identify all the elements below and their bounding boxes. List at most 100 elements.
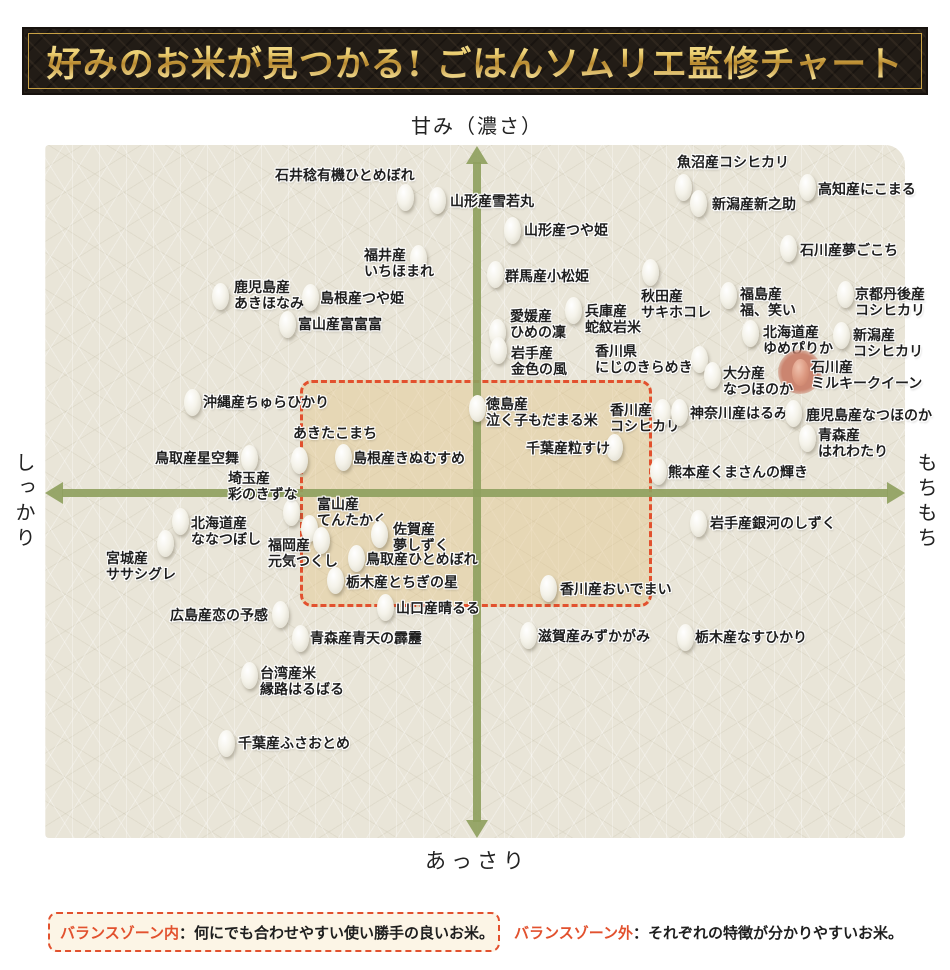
rice-grain-marker bbox=[690, 510, 707, 537]
rice-label: 香川産おいでまい bbox=[560, 581, 672, 597]
rice-label: 台湾産米 縁路はるばる bbox=[260, 665, 344, 697]
rice-label: 大分産 なつほのか bbox=[723, 365, 793, 397]
rice-label: 山形産雪若丸 bbox=[450, 193, 534, 209]
rice-grain-marker bbox=[799, 174, 816, 201]
legend-balance-inside: バランスゾーン内 ：何にでも合わせやすい使い勝手の良いお米。 bbox=[48, 912, 500, 952]
rice-grain-marker bbox=[292, 625, 309, 652]
rice-grain-marker bbox=[675, 174, 692, 201]
rice-label: 熊本産くまさんの輝き bbox=[668, 464, 808, 480]
rice-grain-marker bbox=[279, 311, 296, 338]
rice-grain-marker bbox=[671, 399, 688, 426]
rice-label: 香川産 コシヒカリ bbox=[610, 402, 680, 434]
title-banner: 好みのお米が見つかる! ごはんソムリエ監修チャート bbox=[22, 27, 928, 95]
rice-label: 岩手産 金色の風 bbox=[511, 345, 567, 377]
axis-label-left: しっかり bbox=[12, 452, 36, 552]
rice-grain-marker bbox=[218, 730, 235, 757]
rice-label: 福島産 福、笑い bbox=[740, 286, 796, 318]
axis-label-top: 甘み（濃さ） bbox=[411, 114, 543, 138]
arrow-left-icon bbox=[45, 482, 63, 504]
rice-grain-marker bbox=[241, 662, 258, 689]
rice-grain-marker bbox=[650, 458, 667, 485]
rice-grain-marker bbox=[792, 359, 809, 386]
rice-label: 宮城産 ササシグレ bbox=[106, 550, 176, 582]
rice-label: 青森産青天の霹靂 bbox=[310, 630, 422, 646]
rice-label: 愛媛産 ひめの凜 bbox=[510, 308, 566, 340]
arrow-down-icon bbox=[466, 820, 488, 838]
rice-label: 福井産 いちほまれ bbox=[364, 247, 434, 279]
rice-grain-marker bbox=[780, 235, 797, 262]
rice-label: 千葉産ふさおとめ bbox=[238, 735, 350, 751]
rice-label: 青森産 はれわたり bbox=[818, 427, 888, 459]
rice-label: 島根産きぬむすめ bbox=[353, 450, 465, 466]
rice-grain-marker bbox=[606, 434, 623, 461]
arrow-right-icon bbox=[887, 482, 905, 504]
rice-grain-marker bbox=[283, 499, 300, 526]
rice-grain-marker bbox=[469, 395, 486, 422]
legend-inside-label: バランスゾーン内 bbox=[60, 924, 179, 942]
rice-label: 鹿児島産なつほのか bbox=[806, 407, 932, 423]
rice-grain-marker bbox=[348, 545, 365, 572]
rice-label: 高知産にこまる bbox=[818, 181, 916, 197]
rice-label: 富山産富富富 bbox=[298, 316, 382, 332]
rice-grain-marker bbox=[677, 624, 694, 651]
legend-outside-desc: ：それぞれの特徴が分かりやすいお米。 bbox=[632, 924, 903, 942]
rice-label: 秋田産 サキホコレ bbox=[641, 288, 711, 320]
legend-inside-desc: ：何にでも合わせやすい使い勝手の良いお米。 bbox=[178, 924, 494, 942]
rice-grain-marker bbox=[377, 594, 394, 621]
rice-grain-marker bbox=[704, 362, 721, 389]
rice-grain-marker bbox=[654, 399, 671, 426]
rice-label: 鹿児島産 あきほなみ bbox=[234, 279, 304, 311]
rice-label: 島根産つや姫 bbox=[320, 290, 404, 306]
rice-label: 福岡産 元気つくし bbox=[268, 537, 338, 569]
rice-label: 滋賀産みずかがみ bbox=[538, 628, 650, 644]
rice-label: 富山産 てんたかく bbox=[317, 496, 387, 528]
rice-label: 佐賀産 夢しずく bbox=[393, 521, 449, 553]
rice-grain-marker bbox=[540, 575, 557, 602]
rice-grain-marker bbox=[184, 389, 201, 416]
rice-grain-marker bbox=[785, 400, 802, 427]
rice-label: 徳島産 泣く子もだまる米 bbox=[486, 396, 598, 428]
rice-label: 鳥取産星空舞 bbox=[155, 450, 239, 466]
rice-grain-marker bbox=[291, 447, 308, 474]
rice-label: 石川産夢ごこち bbox=[800, 242, 898, 258]
rice-label: 北海道産 ゆめぴりか bbox=[763, 324, 833, 356]
rice-grain-marker bbox=[742, 320, 759, 347]
rice-label: 新潟産新之助 bbox=[712, 196, 796, 212]
arrow-up-icon bbox=[466, 146, 488, 164]
rice-grain-marker bbox=[302, 284, 319, 311]
rice-grain-marker bbox=[720, 282, 737, 309]
rice-label: 埼玉産 彩のきずな bbox=[228, 470, 298, 502]
rice-label: 神奈川産はるみ bbox=[690, 405, 788, 421]
page-title: 好みのお米が見つかる! ごはんソムリエ監修チャート bbox=[24, 29, 926, 93]
rice-grain-marker bbox=[487, 261, 504, 288]
rice-label: 石川産 ミルキークイーン bbox=[811, 359, 923, 391]
rice-grain-marker bbox=[520, 622, 537, 649]
rice-grain-marker bbox=[397, 184, 414, 211]
rice-label: 群馬産小松姫 bbox=[505, 268, 589, 284]
rice-grain-marker bbox=[690, 190, 707, 217]
rice-label: 栃木産なすひかり bbox=[695, 629, 807, 645]
rice-grain-marker bbox=[837, 281, 854, 308]
rice-label: 栃木産とちぎの星 bbox=[346, 574, 458, 590]
rice-grain-marker bbox=[335, 444, 352, 471]
rice-grain-marker bbox=[272, 601, 289, 628]
legend-balance-outside: バランスゾーン外 ：それぞれの特徴が分かりやすいお米。 bbox=[514, 912, 903, 952]
rice-grain-marker bbox=[212, 283, 229, 310]
rice-grain-marker bbox=[833, 322, 850, 349]
rice-grain-marker bbox=[327, 567, 344, 594]
rice-label: 石井稔有機ひとめぼれ bbox=[275, 167, 415, 183]
rice-label: 魚沼産コシヒカリ bbox=[677, 154, 789, 170]
rice-grain-marker bbox=[799, 425, 816, 452]
rice-grain-marker bbox=[504, 217, 521, 244]
rice-grain-marker bbox=[313, 527, 330, 554]
rice-grain-marker bbox=[157, 530, 174, 557]
rice-grain-marker bbox=[410, 245, 427, 272]
rice-label: 新潟産 コシヒカリ bbox=[853, 327, 923, 359]
rice-label: 北海道産 ななつぼし bbox=[191, 515, 261, 547]
rice-grain-marker bbox=[490, 337, 507, 364]
rice-label: 沖縄産ちゅらひかり bbox=[203, 394, 329, 410]
rice-grain-marker bbox=[429, 187, 446, 214]
rice-label: あきたこまち bbox=[293, 425, 377, 441]
